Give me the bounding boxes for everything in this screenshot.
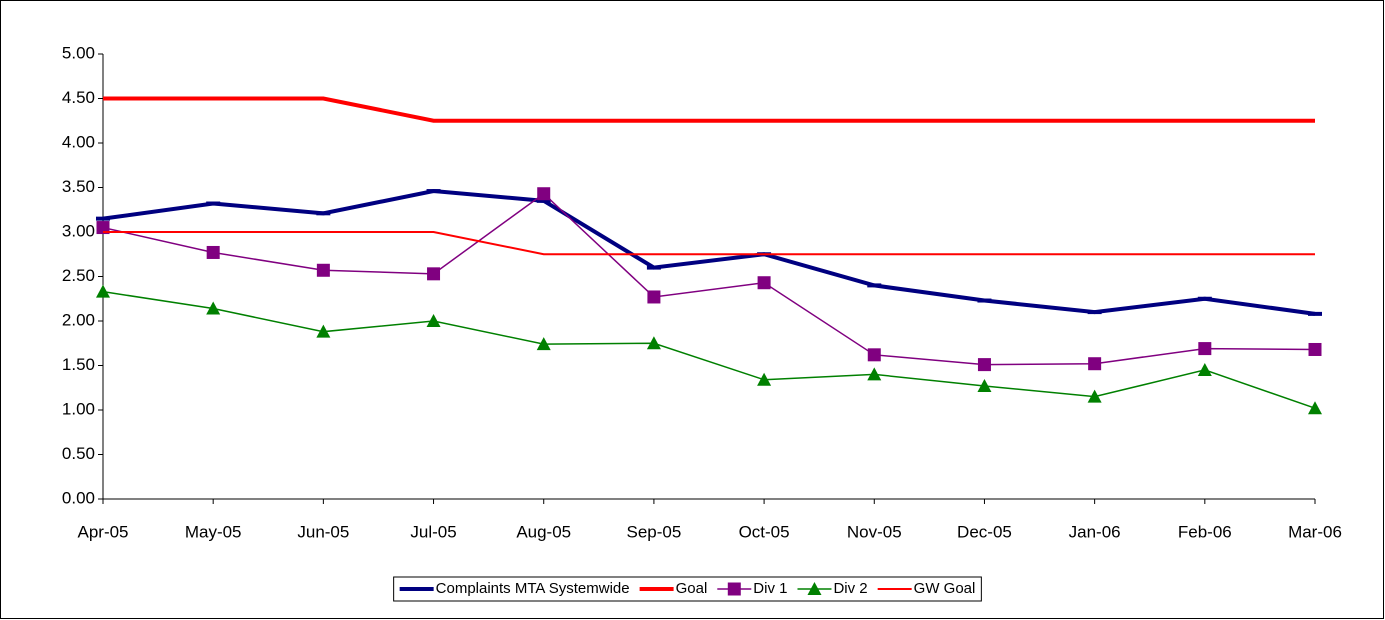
legend: Complaints MTA Systemwide Goal Div 1 Div 2 G…: [393, 576, 982, 602]
marker: [537, 187, 551, 201]
y-tick-label: 1.50: [62, 355, 95, 374]
y-tick-label: 0.50: [62, 444, 95, 463]
x-tick-label: Apr-05: [77, 522, 128, 541]
marker: [1198, 342, 1212, 356]
x-tick-label: Jun-05: [297, 522, 349, 541]
marker: [977, 358, 991, 372]
marker: [426, 314, 441, 327]
marker: [867, 348, 881, 362]
x-tick-label: May-05: [185, 522, 242, 541]
x-tick-label: Aug-05: [516, 522, 571, 541]
legend-label: Div 2: [833, 580, 867, 597]
x-tick-label: Jul-05: [410, 522, 456, 541]
x-tick-label: Feb-06: [1178, 522, 1232, 541]
x-tick-label: Mar-06: [1288, 522, 1342, 541]
marker: [206, 245, 220, 259]
marker: [977, 378, 992, 392]
marker: [316, 263, 330, 277]
marker: [1308, 401, 1322, 415]
marker: [807, 582, 822, 595]
marker: [1088, 357, 1102, 371]
y-tick-label: 4.50: [62, 88, 95, 107]
marker: [96, 284, 110, 298]
x-tick-label: Jan-06: [1069, 522, 1121, 541]
series-line: [103, 231, 1315, 256]
marker: [96, 221, 110, 235]
marker: [316, 324, 331, 338]
marker: [1087, 389, 1102, 403]
legend-label: Goal: [676, 580, 708, 597]
y-tick-label: 2.00: [62, 310, 95, 329]
marker: [757, 372, 772, 386]
marker: [646, 336, 661, 350]
y-tick-label: 3.00: [62, 221, 95, 240]
marker: [536, 337, 551, 351]
marker: [867, 367, 882, 381]
series-line: [103, 96, 1315, 123]
y-tick-label: 5.00: [62, 43, 95, 62]
marker: [647, 290, 661, 304]
marker: [1197, 362, 1212, 376]
series-line: [102, 189, 1316, 316]
y-tick-label: 3.50: [62, 177, 95, 196]
series-line: [102, 290, 1316, 409]
legend-label: Div 1: [753, 580, 787, 597]
y-tick-label: 0.00: [62, 488, 95, 507]
y-tick-label: 1.00: [62, 399, 95, 418]
y-tick-label: 2.50: [62, 266, 95, 285]
x-tick-label: Sep-05: [626, 522, 681, 541]
marker: [427, 267, 441, 281]
legend-box: [393, 576, 982, 602]
marker: [206, 301, 221, 315]
marker: [727, 582, 741, 596]
legend-label: GW Goal: [914, 580, 976, 597]
marker: [1308, 342, 1322, 356]
y-tick-label: 4.00: [62, 132, 95, 151]
x-tick-label: Dec-05: [957, 522, 1012, 541]
x-tick-label: Oct-05: [739, 522, 790, 541]
x-tick-label: Nov-05: [847, 522, 902, 541]
series-line: [102, 192, 1316, 366]
legend-label: Complaints MTA Systemwide: [436, 580, 630, 597]
marker: [757, 276, 771, 290]
